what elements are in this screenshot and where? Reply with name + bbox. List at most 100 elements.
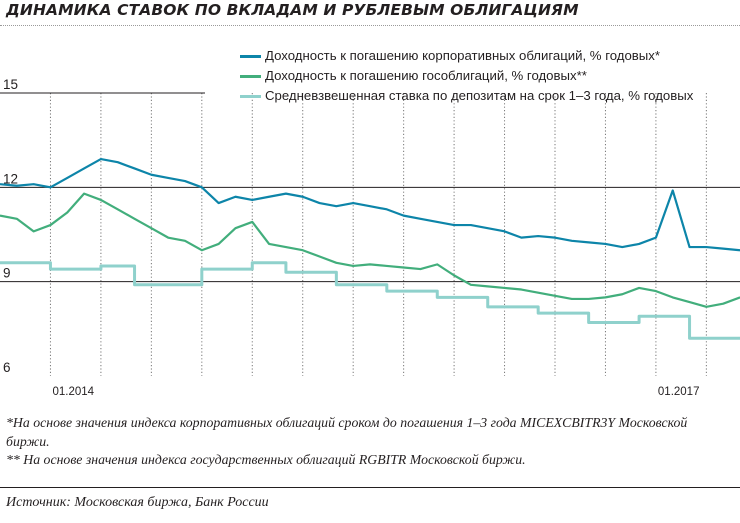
data-point-government	[604, 296, 607, 299]
data-point-government	[671, 296, 674, 299]
data-point-deposits	[419, 290, 422, 292]
legend-swatch-government	[240, 75, 261, 78]
data-point-corporate	[486, 227, 489, 230]
y-tick-labels: 6 9 12 15	[3, 77, 18, 375]
data-point-deposits	[201, 268, 203, 270]
data-point-government	[301, 249, 304, 252]
data-point-government	[453, 274, 455, 277]
data-point-government	[722, 302, 724, 305]
data-point-deposits	[503, 306, 506, 308]
data-point-government	[285, 246, 287, 248]
data-point-government	[621, 293, 624, 296]
data-point-corporate	[268, 195, 270, 198]
data-point-deposits	[133, 284, 136, 286]
data-point-corporate	[335, 205, 338, 207]
data-point-corporate	[251, 199, 254, 201]
data-point-government	[32, 230, 35, 233]
data-point-corporate	[66, 177, 69, 179]
data-point-deposits	[571, 312, 573, 314]
chart-title: ДИНАМИКА СТАВОК ПО ВКЛАДАМ И РУБЛЕВЫМ ОБ…	[6, 1, 579, 19]
data-point-government	[705, 306, 708, 308]
data-point-deposits	[150, 284, 153, 286]
data-point-deposits	[217, 268, 220, 270]
data-point-corporate	[705, 246, 708, 248]
data-point-deposits	[554, 312, 556, 314]
data-point-deposits	[66, 268, 69, 270]
data-point-government	[100, 199, 102, 201]
x-tick-label: 01.2014	[52, 386, 94, 398]
data-point-government	[167, 236, 169, 239]
data-point-corporate	[587, 241, 590, 244]
data-point-corporate	[285, 192, 287, 195]
legend-item-corporate: Доходность к погашению корпоративных обл…	[240, 46, 693, 66]
data-point-government	[335, 262, 338, 264]
legend-swatch-deposits	[240, 95, 261, 98]
data-point-deposits	[16, 262, 18, 264]
data-point-government	[386, 265, 388, 267]
data-point-government	[369, 263, 371, 266]
data-point-corporate	[470, 224, 472, 226]
data-point-deposits	[0, 262, 1, 264]
data-point-deposits	[167, 284, 169, 286]
data-point-government	[436, 263, 439, 266]
data-point-corporate	[419, 217, 422, 220]
data-point-deposits	[537, 312, 539, 314]
data-point-corporate	[554, 236, 556, 239]
data-point-deposits	[285, 271, 287, 274]
data-point-corporate	[184, 180, 186, 182]
footnote-government: ** На основе значения индекса государств…	[6, 452, 526, 467]
data-point-deposits	[402, 290, 405, 292]
data-point-deposits	[352, 284, 354, 286]
data-point-corporate	[0, 183, 1, 185]
title-divider	[0, 25, 740, 26]
data-point-corporate	[571, 239, 573, 242]
series-line-deposits	[0, 261, 740, 340]
data-point-government	[133, 217, 136, 220]
data-point-deposits	[486, 306, 489, 308]
data-point-deposits	[268, 262, 270, 264]
data-point-corporate	[234, 195, 237, 198]
data-point-government	[486, 285, 489, 288]
data-point-corporate	[453, 224, 455, 226]
data-point-deposits	[671, 315, 674, 318]
data-point-deposits	[688, 337, 691, 340]
data-point-deposits	[722, 337, 724, 340]
data-point-government	[419, 268, 422, 270]
data-point-deposits	[386, 290, 388, 292]
data-point-government	[49, 224, 52, 226]
data-point-corporate	[638, 243, 640, 245]
data-point-government	[352, 265, 354, 267]
data-point-deposits	[184, 284, 186, 286]
data-point-corporate	[537, 235, 539, 237]
legend-label-government: Доходность к погашению гособлигаций, % г…	[265, 68, 587, 83]
data-point-government	[638, 287, 640, 289]
data-point-government	[234, 227, 237, 230]
data-point-government	[688, 301, 691, 303]
data-point-government	[184, 239, 186, 242]
data-point-corporate	[402, 214, 405, 217]
data-point-government	[66, 211, 69, 214]
data-point-government	[520, 288, 523, 291]
data-point-corporate	[83, 167, 85, 170]
data-point-corporate	[604, 243, 607, 245]
data-point-deposits	[234, 268, 237, 270]
data-point-corporate	[100, 158, 102, 160]
chart-legend: Доходность к погашению корпоративных обл…	[240, 46, 693, 106]
data-point-corporate	[201, 186, 203, 189]
data-point-government	[318, 255, 321, 258]
data-point-corporate	[352, 202, 354, 204]
legend-label-corporate: Доходность к погашению корпоративных обл…	[265, 48, 661, 63]
data-point-deposits	[638, 315, 640, 318]
data-point-corporate	[655, 236, 657, 239]
data-point-deposits	[655, 315, 657, 318]
data-point-deposits	[436, 296, 439, 299]
data-point-corporate	[217, 202, 220, 204]
data-point-government	[402, 266, 405, 269]
data-point-deposits	[32, 262, 35, 264]
data-point-government	[587, 298, 590, 300]
y-tick-label: 12	[3, 171, 18, 186]
data-point-government	[554, 295, 556, 297]
footer-divider	[0, 487, 740, 488]
source-note: Источник: Московская биржа, Банк России	[6, 495, 269, 510]
data-point-deposits	[520, 306, 523, 308]
